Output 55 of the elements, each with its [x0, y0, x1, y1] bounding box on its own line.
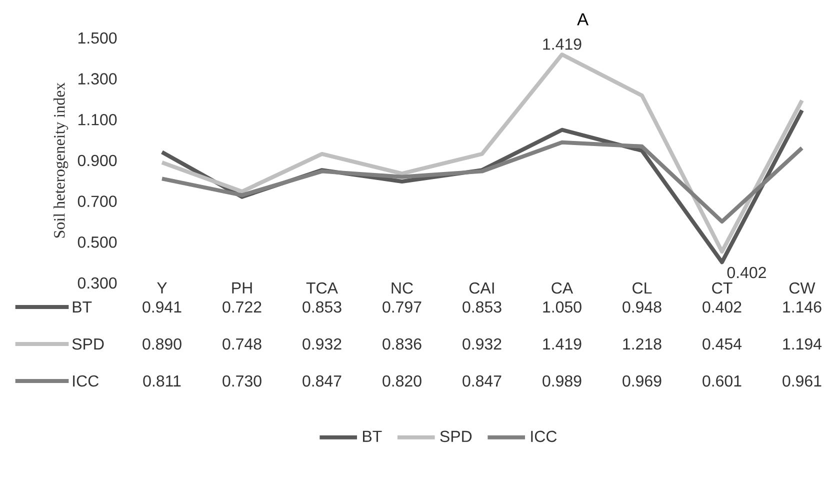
- data-label: 0.853: [462, 301, 502, 313]
- legend-label: BT: [72, 301, 92, 312]
- data-label: 0.847: [462, 375, 502, 387]
- data-label: 0.890: [142, 338, 182, 350]
- x-tick-label: CAI: [469, 282, 494, 294]
- x-tick-label: NC: [392, 282, 413, 294]
- data-label: 0.969: [622, 375, 662, 387]
- text: BT: [363, 430, 382, 442]
- legend-label: ICC: [73, 375, 99, 387]
- y-tick-label: 1.100: [78, 114, 117, 126]
- text: ICC: [531, 430, 557, 442]
- data-label: 0.402: [702, 301, 742, 313]
- data-label: 0.941: [142, 301, 182, 313]
- data-label: 0.811: [143, 375, 181, 387]
- y-tick-label: 1.300: [78, 73, 117, 84]
- data-label: 0.961: [782, 375, 822, 387]
- data-label: 0.989: [542, 375, 582, 387]
- text: SPD: [440, 430, 472, 442]
- y-tick-label: 0.700: [78, 196, 117, 207]
- data-label: 0.932: [462, 338, 502, 350]
- x-tick-label: CT: [712, 282, 732, 294]
- y-tick-label: 1.500: [78, 32, 117, 44]
- data-label: 0.932: [302, 338, 342, 350]
- data-label: 1.194: [783, 338, 822, 350]
- x-tick-label: CL: [632, 282, 652, 294]
- annotation: 0.402: [727, 266, 766, 278]
- data-label: 0.748: [222, 338, 262, 350]
- y-tick-label: 0.500: [78, 236, 117, 248]
- annotation: 1.419: [543, 38, 582, 50]
- line-series: [160, 140, 804, 224]
- legend-label: SPD: [72, 338, 104, 350]
- x-tick-label: CA: [552, 282, 574, 294]
- data-label: 0.601: [702, 375, 742, 387]
- data-label: 0.820: [382, 375, 422, 387]
- x-tick-label: CW: [789, 282, 816, 294]
- data-label: 1.146: [783, 301, 822, 313]
- y-tick-label: 0.300: [78, 277, 117, 289]
- data-label: 0.847: [302, 375, 342, 387]
- data-label: 0.797: [382, 301, 422, 313]
- data-label: 1.419: [543, 338, 582, 350]
- data-label: 0.836: [382, 338, 422, 350]
- line-series: [160, 52, 804, 254]
- data-label: 0.853: [302, 301, 342, 313]
- data-label: 0.722: [222, 301, 262, 313]
- x-tick-label: PH: [232, 282, 252, 294]
- data-label: 0.730: [222, 375, 262, 387]
- y-tick-label: 0.900: [78, 154, 117, 166]
- data-label: 0.454: [702, 338, 742, 350]
- y-axis-title: Soil heterogeneity index: [54, 82, 68, 238]
- data-label: 0.948: [622, 301, 662, 313]
- chart-title: A: [577, 13, 589, 26]
- data-label: 1.050: [543, 301, 582, 313]
- x-tick-label: TCA: [306, 282, 338, 294]
- x-tick-label: Y: [157, 282, 167, 294]
- data-label: 1.218: [623, 338, 662, 350]
